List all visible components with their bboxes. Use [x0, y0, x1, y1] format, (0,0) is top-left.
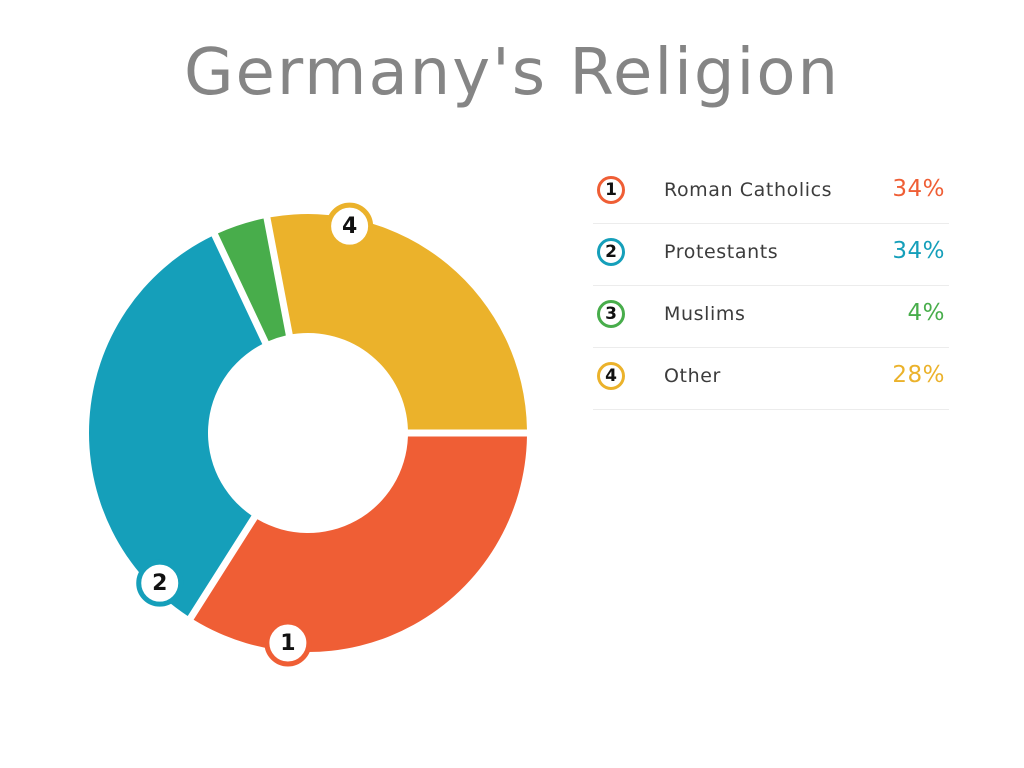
legend: 1 Roman Catholics 34% 2 Protestants 34% 3 Musli…	[593, 162, 949, 410]
slice-badge-4: 4	[326, 202, 374, 250]
legend-value: 34%	[892, 176, 945, 202]
legend-value: 34%	[892, 238, 945, 264]
legend-label: Muslims	[664, 303, 746, 325]
slice-badge-1: 1	[264, 619, 312, 667]
legend-marker: 3	[597, 300, 625, 328]
legend-marker: 1	[597, 176, 625, 204]
donut-slice-3	[217, 218, 286, 342]
slice-badge-number: 2	[152, 571, 167, 596]
legend-marker: 4	[597, 362, 625, 390]
chart-title: Germany's Religion	[183, 36, 841, 110]
legend-value: 28%	[892, 362, 945, 388]
legend-row-2: 2 Protestants 34%	[593, 224, 949, 286]
slice-badge-number: 4	[342, 214, 357, 239]
legend-row-3: 3 Muslims 4%	[593, 286, 949, 348]
slice-badge-2: 2	[136, 559, 184, 607]
legend-marker: 2	[597, 238, 625, 266]
legend-label: Other	[664, 365, 721, 387]
slice-badge-number: 1	[280, 631, 295, 656]
legend-label: Roman Catholics	[664, 179, 833, 201]
legend-value: 4%	[907, 300, 945, 326]
donut-slice-2	[89, 236, 263, 617]
legend-row-1: 1 Roman Catholics 34%	[593, 162, 949, 224]
legend-row-4: 4 Other 28%	[593, 348, 949, 410]
legend-label: Protestants	[664, 241, 779, 263]
donut-slice-1	[193, 436, 527, 652]
donut-slice-4	[270, 214, 527, 430]
